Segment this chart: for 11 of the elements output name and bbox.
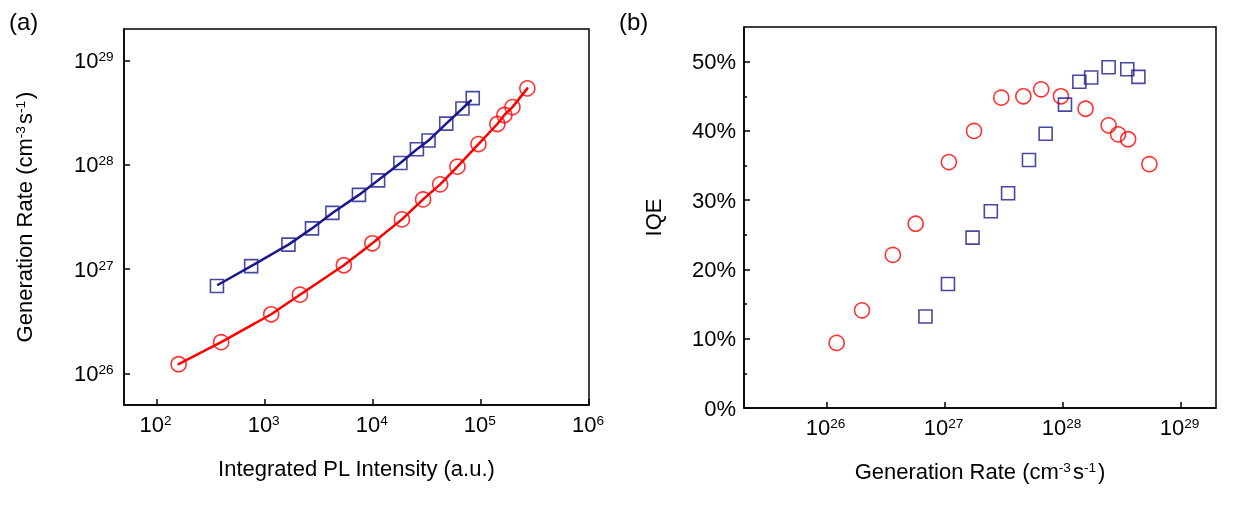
chart-title: (b) <box>619 7 649 35</box>
x-axis-title: Integrated PL Intensity (a.u.) <box>218 455 495 481</box>
y-axis-title: IQE <box>640 198 666 237</box>
y-tick-label: 10% <box>691 326 736 352</box>
y-axis-title: Generation Rate (cm-3s-1) <box>12 91 38 343</box>
chart-title: (a) <box>9 7 39 35</box>
y-tick-label: 30% <box>691 187 736 213</box>
y-tick-label: 40% <box>691 118 736 144</box>
y-tick-label: 0% <box>704 395 736 421</box>
y-tick-label: 50% <box>691 49 736 75</box>
y-tick-label: 20% <box>691 256 736 282</box>
